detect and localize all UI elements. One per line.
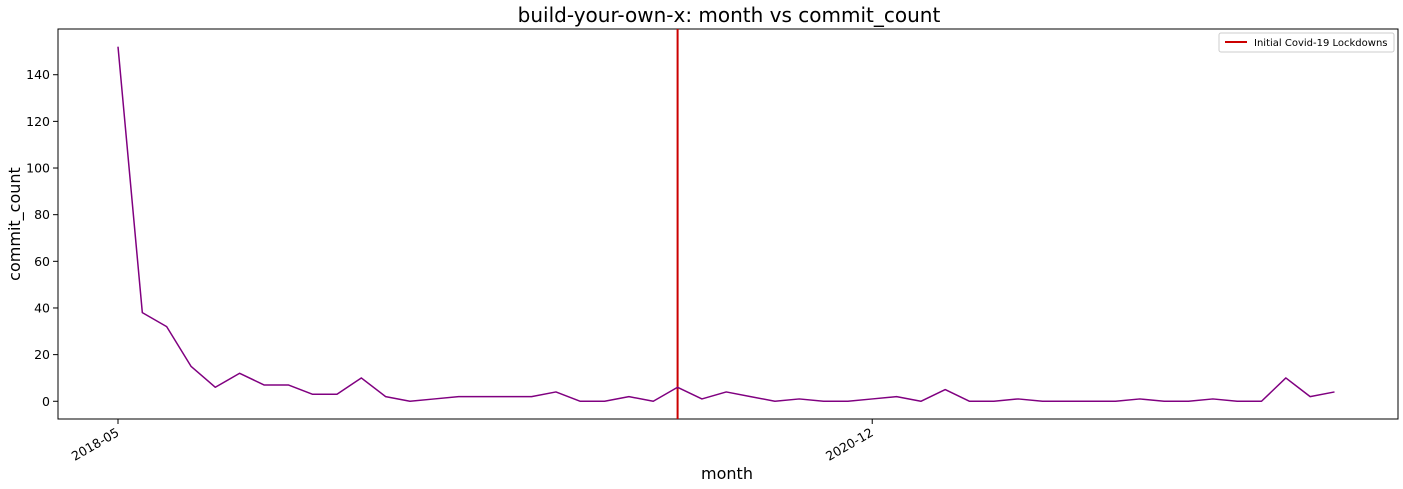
data-point: [553, 389, 558, 394]
data-point: [1162, 399, 1167, 404]
data-point: [359, 375, 364, 380]
data-point: [1016, 396, 1021, 401]
data-point: [310, 392, 315, 397]
y-axis-label: commit_count: [5, 167, 25, 281]
data-point: [286, 382, 291, 387]
data-point: [1308, 394, 1313, 399]
data-point: [1259, 399, 1264, 404]
y-tick-label: 120: [26, 114, 50, 129]
chart-title: build-your-own-x: month vs commit_count: [518, 3, 941, 27]
legend-entry-label: Initial Covid-19 Lockdowns: [1254, 38, 1388, 49]
data-point: [1113, 399, 1118, 404]
data-point: [116, 44, 121, 49]
data-point: [845, 399, 850, 404]
data-point: [334, 392, 339, 397]
data-point: [699, 396, 704, 401]
data-point: [991, 399, 996, 404]
data-point: [943, 387, 948, 392]
data-point: [967, 399, 972, 404]
plot-area-frame: [57, 28, 1399, 420]
y-axis: 0 20 40 60 80 100 120 140: [26, 67, 58, 409]
data-point: [383, 394, 388, 399]
legend-box: [1218, 32, 1395, 53]
data-point: [1064, 399, 1069, 404]
data-point: [456, 394, 461, 399]
data-point: [748, 394, 753, 399]
y-tick-label: 0: [42, 394, 50, 409]
x-axis-label: month: [701, 464, 753, 483]
y-tick-label: 140: [26, 67, 50, 82]
data-point: [213, 385, 218, 390]
data-point: [1040, 399, 1045, 404]
data-point: [602, 399, 607, 404]
data-point: [261, 382, 266, 387]
y-tick-label: 20: [34, 347, 50, 362]
legend: Initial Covid-19 Lockdowns: [1218, 32, 1395, 53]
y-tick-label: 80: [34, 207, 50, 222]
data-point: [407, 399, 412, 404]
data-point: [480, 394, 485, 399]
data-point: [140, 310, 145, 315]
data-point: [918, 399, 923, 404]
data-point: [1186, 399, 1191, 404]
data-point: [797, 396, 802, 401]
y-tick-label: 60: [34, 254, 50, 269]
x-axis: 2018-05 2020-12: [69, 419, 876, 464]
data-point: [772, 399, 777, 404]
data-point: [870, 396, 875, 401]
data-point: [1089, 399, 1094, 404]
data-point: [1210, 396, 1215, 401]
data-point: [724, 389, 729, 394]
data-point: [626, 394, 631, 399]
data-point: [651, 399, 656, 404]
data-point: [1235, 399, 1240, 404]
data-point: [432, 396, 437, 401]
data-point: [529, 394, 534, 399]
data-point: [894, 394, 899, 399]
data-point: [821, 399, 826, 404]
x-tick-label: 2018-05: [69, 425, 122, 464]
x-tick-label: 2020-12: [823, 425, 876, 464]
data-point: [188, 364, 193, 369]
data-point: [164, 324, 169, 329]
data-point: [237, 371, 242, 376]
data-point: [505, 394, 510, 399]
series-layer: [116, 44, 1337, 404]
y-tick-label: 100: [26, 161, 50, 176]
data-point: [1283, 375, 1288, 380]
data-point: [578, 399, 583, 404]
y-tick-label: 40: [34, 300, 50, 315]
data-point: [675, 385, 680, 390]
data-point: [1332, 389, 1337, 394]
series-line-commit-count: [117, 46, 1335, 403]
data-point: [1137, 396, 1142, 401]
